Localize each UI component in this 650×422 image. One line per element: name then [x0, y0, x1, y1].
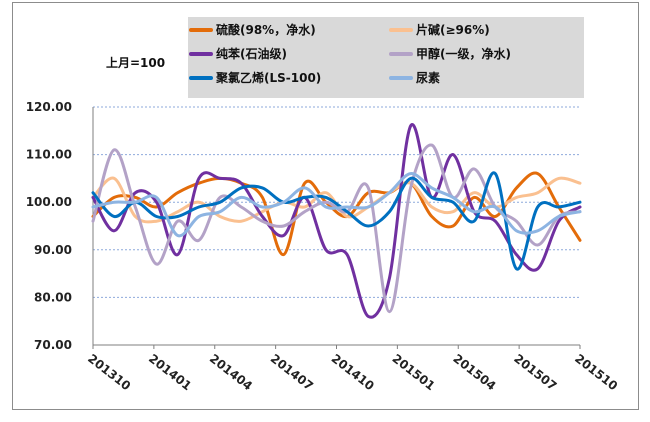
legend-label: 尿素 [416, 70, 440, 85]
unit-label: 上月=100 [106, 55, 165, 70]
y-tick-label: 120.00 [26, 100, 72, 114]
series-line-6 [91, 172, 582, 238]
y-tick-label: 80.00 [34, 290, 72, 304]
y-tick-label: 100.00 [26, 195, 72, 209]
legend-label: 片碱(≥96%) [416, 22, 490, 37]
legend-label: 甲醇(一级，净水) [416, 46, 511, 61]
legend-label: 纯苯(石油级) [216, 46, 287, 61]
x-tick-label: 201404 [207, 351, 255, 393]
legend-box [188, 17, 584, 98]
x-tick-label: 201510 [572, 351, 620, 393]
series-line-5 [91, 171, 582, 271]
x-tick-label: 201501 [390, 351, 438, 393]
series-line-3 [91, 123, 582, 319]
x-tick-label: 201410 [329, 351, 377, 393]
y-tick-label: 110.00 [26, 148, 72, 162]
x-tick-label: 201310 [85, 351, 133, 393]
x-tick-label: 201507 [511, 351, 559, 393]
x-tick-label: 201504 [450, 351, 498, 393]
legend-label: 硫酸(98%，净水) [216, 22, 316, 37]
y-tick-label: 90.00 [34, 243, 72, 257]
y-tick-label: 70.00 [34, 338, 72, 352]
legend-label: 聚氯乙烯(LS-100) [215, 70, 321, 85]
x-tick-label: 201401 [146, 351, 194, 393]
x-tick-label: 201407 [268, 351, 316, 393]
